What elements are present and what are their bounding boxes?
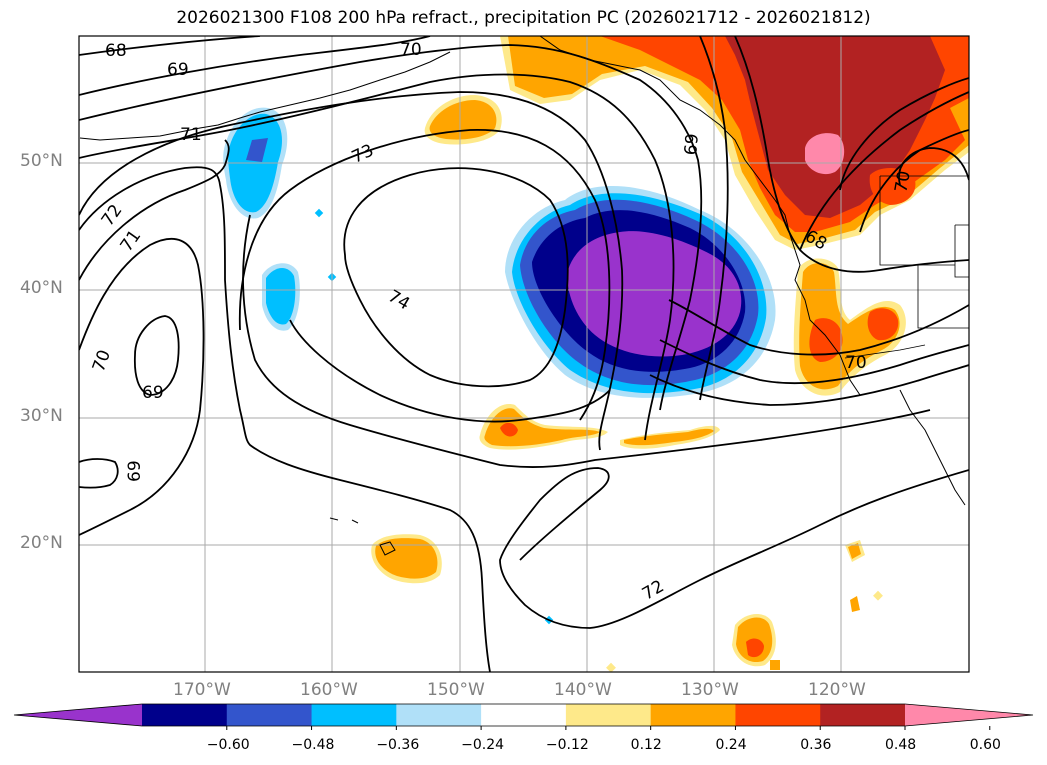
colorbar-box (481, 704, 567, 726)
contour-69-east (668, 299, 969, 356)
map-title: 2026021300 F108 200 hPa refract., precip… (176, 8, 871, 28)
colorbar-box (735, 704, 821, 726)
colorbar-extend-low (14, 704, 142, 726)
colorbar-tick-label: 0.12 (630, 737, 662, 753)
neg-anomaly-060 (567, 231, 742, 357)
contour-68-nw (79, 36, 261, 56)
colorbar (13, 703, 1034, 730)
colorbar-tick-label: 0.48 (885, 737, 917, 753)
contour-72-big (242, 214, 931, 468)
contour-71-west (79, 139, 230, 281)
contour-label: 71 (180, 125, 202, 145)
colorbar-tick-label: −0.48 (291, 737, 335, 753)
contour-70-west (79, 237, 205, 536)
lon-label: 160°W (300, 680, 358, 700)
lon-label: 120°W (808, 680, 866, 700)
colorbar-tick-label: −0.12 (545, 737, 589, 753)
contour-label: 72 (639, 576, 668, 604)
colorbar-box (396, 704, 482, 726)
contour-73-inner-loop (289, 319, 611, 423)
contour-label: 70 (89, 347, 115, 374)
lat-label: 30°N (20, 406, 63, 426)
precip-shading (223, 36, 969, 672)
contour-72 (79, 91, 624, 451)
map-frame (78, 35, 970, 673)
contour-72-south (499, 467, 969, 629)
colorbar-tick-label: −0.36 (376, 737, 420, 753)
lat-label: 20°N (20, 533, 63, 553)
contour-71 (79, 73, 675, 441)
refractivity-contours (79, 36, 969, 672)
contour-69-central (699, 36, 729, 401)
colorbar-tick-label: 0.36 (800, 737, 832, 753)
colorbar-tick-label: −0.24 (461, 737, 505, 753)
colorbar-tick-label: −0.60 (206, 737, 250, 753)
contour-label: 68 (105, 41, 127, 61)
contour-72-west (79, 166, 491, 672)
contour-74 (343, 167, 569, 388)
contour-ne-69 (839, 77, 969, 191)
lon-label: 140°W (554, 680, 612, 700)
graticule (79, 36, 969, 672)
colorbar-box (650, 704, 736, 726)
contour-label: 69 (142, 383, 164, 403)
contour-73 (238, 129, 611, 421)
contour-label: 69 (681, 133, 703, 156)
contour-69-nw (79, 36, 431, 96)
lat-label: 50°N (20, 151, 63, 171)
colorbar-box (226, 704, 313, 726)
colorbar-box (565, 704, 652, 726)
colorbar-box (142, 704, 228, 726)
colorbar-tick-label: 0.24 (715, 737, 747, 753)
colorbar-tick-label: 0.60 (969, 737, 1001, 753)
lat-label: 40°N (20, 278, 63, 298)
pos-anomaly-060 (805, 133, 845, 175)
political-borders (844, 175, 969, 359)
contour-70-east (659, 339, 969, 385)
contour-69-west-loop (133, 315, 180, 396)
contour-label: 70 (400, 40, 422, 60)
contour-ne-big (799, 91, 969, 251)
colorbar-box (311, 704, 397, 726)
lon-label: 130°W (681, 680, 739, 700)
contour-label: 69 (167, 60, 189, 80)
contour-ne-70 (859, 129, 969, 233)
contour-70-top (79, 44, 703, 411)
contour-label: 73 (349, 141, 377, 168)
colorbar-outline (13, 703, 1034, 727)
coastlines (79, 36, 966, 556)
contour-label: 74 (384, 286, 413, 314)
contour-69-sw (79, 458, 119, 489)
contour-label: 69 (125, 460, 145, 482)
colorbar-box (820, 704, 906, 726)
contour-label: 70 (891, 169, 914, 194)
lon-label: 170°W (173, 680, 231, 700)
colorbar-extend-high (905, 704, 1033, 726)
contour-71-east (649, 364, 969, 406)
contour-label: 70 (845, 353, 867, 373)
contour-ne-loop-70 (898, 147, 969, 186)
lon-label: 150°W (427, 680, 485, 700)
